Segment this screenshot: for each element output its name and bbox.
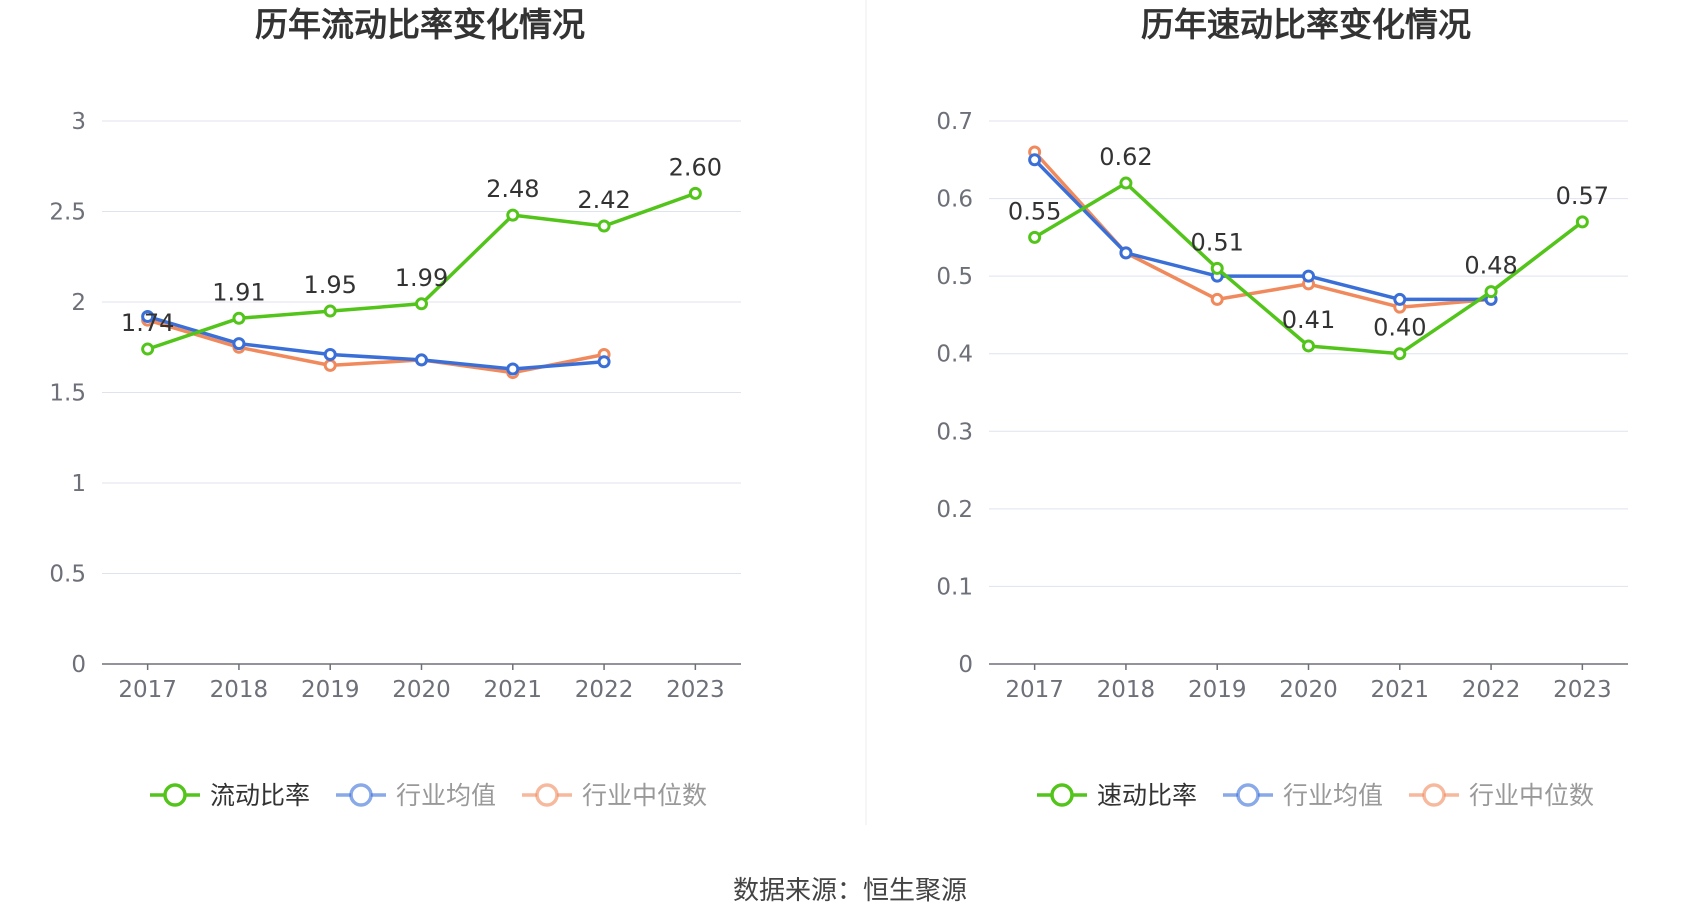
legend-item-avg: 行业均值 [1223,781,1383,810]
data-label: 0.62 [1099,143,1152,171]
point-main [1575,215,1589,229]
legend-label: 行业均值 [1283,781,1383,810]
quick-ratio-chart: 历年速动比率变化情况 0 0.1 0.2 0.3 0.4 0.5 0.6 0.7 2017 2018… [936,5,1628,810]
legend-label: 行业中位数 [582,781,707,810]
point-avg [506,362,520,376]
point-avg [1393,292,1407,306]
y-tick-label: 0.7 [936,109,973,135]
y-tick-label: 1.5 [49,381,86,407]
point-avg [415,353,428,367]
x-tick-label: 2022 [575,677,634,703]
data-label: 0.57 [1556,182,1609,210]
point-main [1484,285,1498,299]
legend-swatch-marker [1236,783,1260,807]
point-avg [1302,269,1315,283]
y-tick-label: 0.4 [936,342,973,368]
legend-item-main: 速动比率 [1037,781,1197,810]
x-tick-label: 2021 [1371,677,1430,703]
x-tick-label: 2023 [666,677,725,703]
point-main [323,304,337,318]
y-tick-label: 0.1 [936,574,973,600]
point-avg [597,355,611,369]
legend-swatch-marker [1050,783,1074,807]
series-line-avg [147,314,605,371]
point-median [1210,292,1224,306]
y-tick-label: 0.5 [49,562,86,588]
data-label: 2.60 [669,153,722,181]
point-main [232,311,246,325]
legend-label: 行业中位数 [1469,781,1594,810]
legend-item-avg: 行业均值 [336,781,496,810]
y-tick-label: 0 [71,652,86,678]
point-avg [323,347,337,361]
point-avg [1028,153,1042,167]
point-main [597,219,611,233]
data-label: 1.99 [395,264,448,292]
x-tick-label: 2018 [1097,677,1156,703]
point-main [141,342,155,356]
point-avg [232,337,246,351]
x-tick-label: 2017 [1005,677,1064,703]
legend-swatch-marker [163,783,187,807]
series-line-avg [1033,158,1492,302]
x-tick-label: 2020 [392,677,451,703]
y-tick-label: 2.5 [49,200,86,226]
y-tick-label: 0.3 [936,419,973,445]
point-avg [1119,246,1133,260]
data-label: 0.40 [1373,314,1426,342]
legend-label: 行业均值 [396,781,496,810]
y-tick-label: 0.2 [936,497,973,523]
data-label: 0.48 [1464,252,1517,280]
legend-item-main: 流动比率 [150,781,310,810]
legend-item-median: 行业中位数 [522,781,707,810]
y-tick-label: 2 [71,290,86,316]
point-main [1302,339,1315,353]
x-tick-label: 2020 [1279,677,1338,703]
data-label: 2.42 [577,186,630,214]
y-tick-label: 0.5 [936,264,973,290]
point-avg [141,309,155,323]
y-tick-label: 0 [958,652,973,678]
x-tick-label: 2023 [1553,677,1612,703]
chart-title: 历年流动比率变化情况 [255,5,585,44]
data-label: 1.74 [121,309,174,337]
point-main [1393,347,1407,361]
legend-swatch-marker [1422,783,1446,807]
x-tick-label: 2022 [1462,677,1521,703]
point-main [1119,176,1133,190]
legend-item-median: 行业中位数 [1409,781,1594,810]
point-main [1210,261,1224,275]
data-label: 0.41 [1282,306,1335,334]
data-label: 0.51 [1190,228,1243,256]
data-source-footer: 数据来源：恒生聚源 [732,876,967,906]
x-tick-label: 2018 [210,677,269,703]
legend-swatch-marker [535,783,559,807]
current-ratio-chart: 历年流动比率变化情况 0 0.5 1 1.5 2 2.5 3 2017 2018 2019 2020 2… [49,5,741,810]
y-tick-label: 0.6 [936,187,973,213]
data-label: 2.48 [486,175,539,203]
legend-label: 速动比率 [1097,781,1197,810]
x-tick-label: 2017 [118,677,177,703]
point-median [323,358,337,372]
legend-swatch-marker [349,783,373,807]
data-label: 0.55 [1008,197,1061,225]
point-main [506,208,520,222]
chart-title: 历年速动比率变化情况 [1141,5,1471,44]
series-line-median [147,318,605,375]
y-tick-label: 1 [71,471,86,497]
data-label: 1.95 [303,271,356,299]
data-label: 1.91 [212,278,265,306]
point-main [415,297,428,311]
point-main [688,186,702,200]
x-tick-label: 2021 [484,677,543,703]
x-tick-label: 2019 [1188,677,1247,703]
y-tick-label: 3 [71,109,86,135]
legend-label: 流动比率 [210,781,310,810]
x-tick-label: 2019 [301,677,360,703]
point-main [1028,230,1042,244]
